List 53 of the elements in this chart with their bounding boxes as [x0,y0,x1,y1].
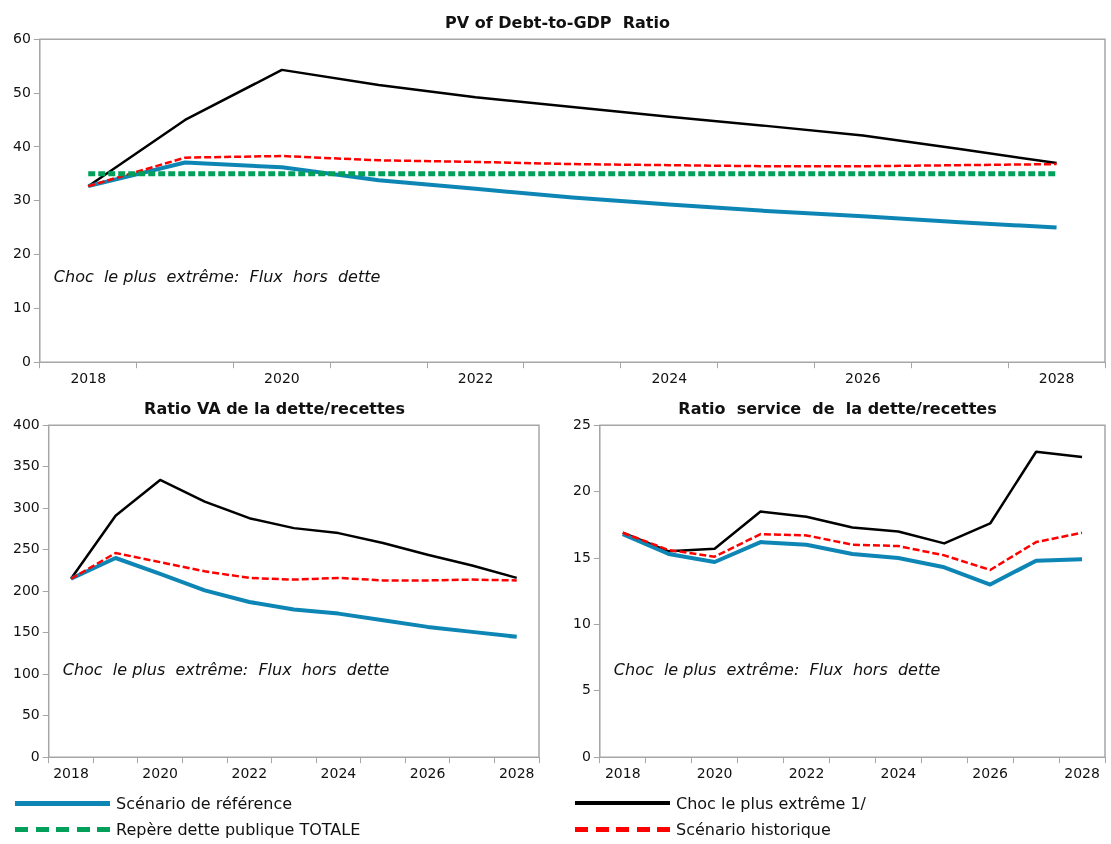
x-tick-label: 2028 [498,765,535,782]
legend-label: Scénario de référence [116,793,293,813]
y-tick-label: 5 [581,681,591,698]
legend-label: Scénario historique [676,819,831,839]
x-tick-label: 2020 [142,765,178,782]
x-tick-label: 2020 [696,765,733,782]
annotation: Choc le plus extrême: Flux hors dette [613,660,941,680]
x-tick-label: 2026 [409,765,446,782]
y-tick-label: 15 [572,548,591,565]
x-tick-label: 2022 [788,765,825,782]
y-tick-label: 300 [12,498,40,515]
line-series [86,154,1058,188]
y-tick-label: 10 [12,299,31,316]
y-tick-label: 100 [12,664,40,681]
y-tick-label: 40 [12,137,31,154]
y-tick-label: 350 [12,457,40,474]
chart-title: Ratio service de la dette/recettes [678,398,997,418]
y-tick-label: 25 [572,415,591,432]
chart-title: PV of Debt-to-GDP Ratio [445,12,670,32]
x-tick-label: 2024 [320,765,357,782]
x-tick-label: 2022 [231,765,268,782]
x-tick-label: 2026 [845,370,881,387]
legend-label: Choc le plus extrême 1/ [676,793,866,813]
y-tick-label: 0 [21,352,31,369]
y-tick-label: 20 [12,245,31,262]
y-tick-label: 20 [572,482,591,499]
x-tick-label: 2018 [53,765,89,782]
y-tick-label: 50 [12,83,31,100]
x-tick-label: 2028 [1038,370,1075,387]
y-tick-label: 30 [12,191,31,208]
x-tick-label: 2018 [70,370,107,387]
y-tick-label: 10 [572,615,591,632]
y-tick-label: 0 [30,747,40,764]
x-tick-label: 2024 [651,370,688,387]
y-tick-label: 200 [12,581,40,598]
y-tick-label: 150 [12,623,40,640]
annotation: Choc le plus extrême: Flux hors dette [53,267,381,287]
y-tick-label: 250 [12,540,40,557]
y-tick-label: 50 [21,706,40,723]
y-tick-label: 400 [12,415,40,432]
chart-title: Ratio VA de la dette/recettes [144,398,405,418]
x-tick-label: 2026 [972,765,1009,782]
x-tick-label: 2020 [264,370,300,387]
x-tick-label: 2018 [604,765,641,782]
y-tick-label: 0 [581,747,591,764]
x-tick-label: 2028 [1064,765,1100,782]
line-series [69,551,518,582]
legend-label: Repère dette publique TOTALE [116,819,361,839]
line-series [621,531,1084,572]
x-tick-label: 2022 [457,370,494,387]
y-tick-label: 60 [12,29,31,46]
x-tick-label: 2024 [880,765,917,782]
annotation: Choc le plus extrême: Flux hors dette [62,660,390,680]
